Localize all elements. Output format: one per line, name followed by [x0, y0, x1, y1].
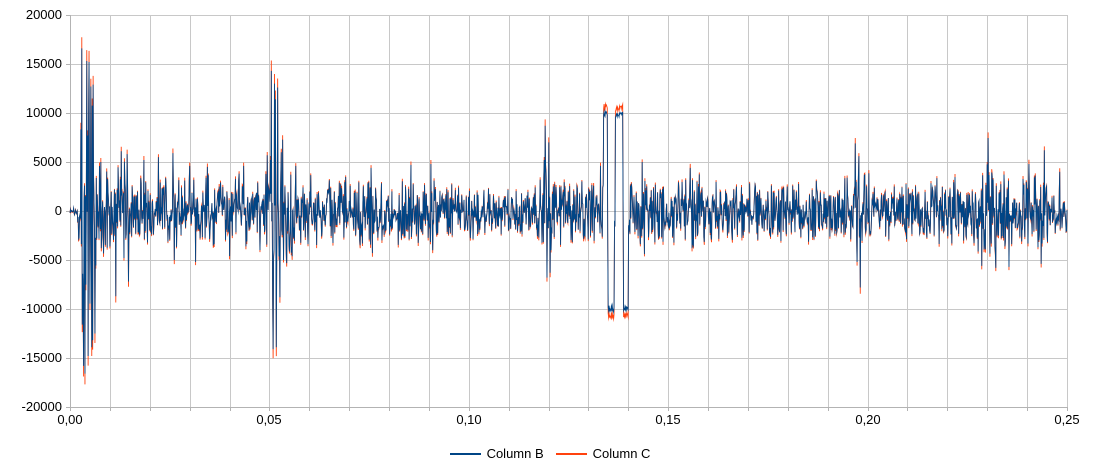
legend-label: Column C: [592, 446, 651, 461]
legend-line-icon: [555, 453, 587, 455]
x-tick-label: 0,25: [1054, 412, 1080, 427]
legend-item-column-c: Column C: [555, 446, 651, 462]
legend-item-column-b: Column B: [449, 446, 544, 462]
x-tick-label: 0,00: [57, 412, 83, 427]
legend-label: Column B: [486, 446, 544, 461]
y-tick-label: -5000: [28, 252, 62, 267]
y-tick-label: -10000: [21, 301, 62, 316]
x-tick-label: 0,15: [655, 412, 681, 427]
x-tick-label: 0,20: [855, 412, 881, 427]
y-tick-label: 10000: [25, 105, 62, 120]
y-tick-label: -15000: [21, 350, 62, 365]
x-tick-label: 0,05: [256, 412, 282, 427]
y-tick-label: 20000: [25, 7, 62, 22]
y-tick-label: 0: [54, 203, 62, 218]
y-tick-label: -20000: [21, 399, 62, 414]
legend: Column B Column C: [0, 446, 1100, 462]
y-tick-label: 5000: [33, 154, 62, 169]
y-tick-label: 15000: [25, 56, 62, 71]
legend-line-icon: [449, 453, 481, 455]
x-tick-label: 0,10: [456, 412, 482, 427]
